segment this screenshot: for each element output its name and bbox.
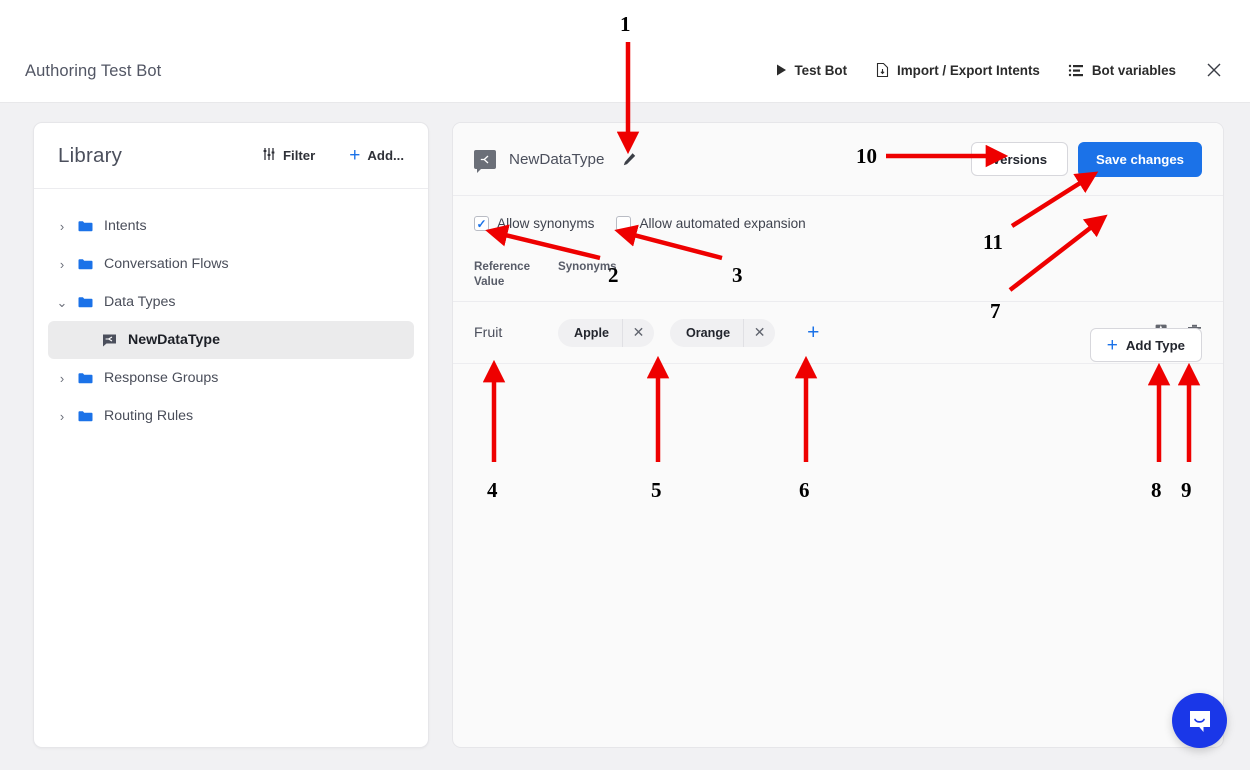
library-panel: Library Filter + Add... [33,122,429,748]
bot-title: Authoring Test Bot [25,62,162,80]
save-changes-button[interactable]: Save changes [1078,141,1202,177]
test-bot-label: Test Bot [794,62,848,78]
filter-icon [262,147,276,164]
add-button[interactable]: + Add... [343,142,410,169]
chevron-right-icon: › [59,256,65,272]
plus-icon: + [349,145,361,166]
chevron-right-icon: › [59,370,65,386]
import-export-intents-button[interactable]: Import / Export Intents [861,58,1054,82]
synonym-chip-label: Orange [685,325,731,340]
column-header-reference-value: Reference Value [474,260,531,288]
filter-label: Filter [283,148,316,163]
top-bar [0,28,1250,103]
sidebar-item-conversation-flows[interactable]: › Conversation Flows [48,245,414,283]
allow-synonyms-checkbox[interactable]: ✓ [474,216,489,231]
data-type-icon [102,333,117,347]
synonym-chip: Apple ✕ [558,318,654,347]
library-title: Library [58,143,123,167]
sidebar-item-label: Routing Rules [104,408,194,424]
allow-automated-expansion-label: Allow automated expansion [639,216,806,231]
add-type-button[interactable]: + Add Type [1089,328,1202,362]
chevron-down-icon: ⌄ [56,294,68,310]
sidebar-item-response-groups[interactable]: › Response Groups [48,359,414,397]
sidebar-item-label: Conversation Flows [104,256,229,272]
topbar-actions: Test Bot Import / Export Intents [762,58,1232,82]
allow-automated-expansion-checkbox[interactable] [616,216,632,231]
close-button[interactable] [1190,58,1232,82]
synonym-chips: Apple ✕ Orange ✕ + [558,318,820,347]
allow-synonyms-label: Allow synonyms [497,216,595,231]
remove-synonym-icon[interactable]: ✕ [621,318,654,347]
sidebar-item-data-types[interactable]: ⌄ Data Types [48,283,414,321]
synonym-chip: Orange ✕ [669,318,776,347]
add-type-wrapper: + Add Type [1089,328,1202,362]
remove-synonym-icon[interactable]: ✕ [743,318,775,347]
play-icon [776,64,787,76]
folder-icon [78,372,93,384]
sidebar-item-intents[interactable]: › Intents [48,207,414,245]
test-bot-button[interactable]: Test Bot [762,59,861,82]
sidebar-item-newdatatype[interactable]: NewDataType [48,321,414,359]
add-synonym-button[interactable]: + [807,321,820,344]
sidebar-item-label: Intents [104,218,147,234]
add-label: Add... [367,148,404,163]
options-row: ✓ Allow synonyms Allow automated expansi… [474,216,1202,231]
sidebar-item-label: Response Groups [104,370,219,386]
folder-icon [78,410,93,422]
check-icon: ✓ [476,216,487,231]
detail-header: NewDataType Versions Save changes [453,123,1223,196]
column-header-synonyms: Synonyms [558,260,617,273]
bot-variables-label: Bot variables [1091,62,1176,78]
sidebar-item-label: NewDataType [128,332,220,348]
options-section: ✓ Allow synonyms Allow automated expansi… [453,196,1223,302]
versions-button[interactable]: Versions [971,142,1069,176]
filter-button[interactable]: Filter [256,143,321,168]
add-type-label: Add Type [1125,337,1185,353]
chevron-right-icon: › [59,218,65,234]
chat-launcher-button[interactable] [1172,693,1227,748]
folder-icon [78,220,93,232]
data-type-icon [474,149,496,173]
bot-variables-icon [1068,63,1085,78]
folder-icon [78,296,93,308]
plus-icon: + [1106,334,1118,356]
chat-bubble-icon [1189,710,1210,732]
import-export-intents-label: Import / Export Intents [897,62,1040,78]
pencil-icon[interactable] [622,152,637,167]
reference-value-cell[interactable]: Fruit [474,324,503,341]
library-tree: › Intents › Conversation Flows ⌄ Data Ty… [34,189,428,435]
sidebar-item-routing-rules[interactable]: › Routing Rules [48,397,414,435]
sidebar-item-label: Data Types [104,294,176,310]
close-icon [1207,63,1221,77]
synonym-chip-label: Apple [574,325,609,340]
bot-variables-button[interactable]: Bot variables [1054,59,1190,82]
page-title: NewDataType [509,150,605,168]
library-header: Library Filter + Add... [34,123,428,189]
data-type-detail-panel: NewDataType Versions Save changes ✓ Allo… [452,122,1224,748]
chevron-right-icon: › [59,408,65,424]
folder-icon [78,258,93,270]
column-headers: Reference Value Synonyms [474,259,617,289]
import-export-icon [875,62,890,78]
